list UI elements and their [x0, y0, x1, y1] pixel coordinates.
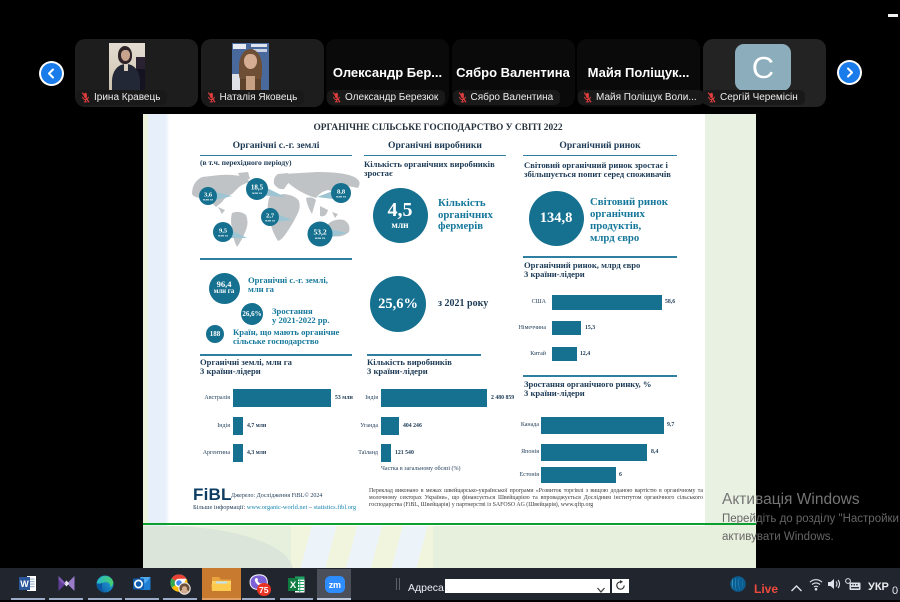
svg-text:млн га: млн га [218, 234, 228, 238]
svg-text:млн га: млн га [265, 219, 275, 223]
svg-text:W: W [20, 579, 29, 589]
svg-text:X: X [290, 580, 297, 591]
svg-text:млн га: млн га [315, 236, 326, 240]
svg-text:млн га: млн га [336, 195, 346, 199]
svg-text:9,5: 9,5 [219, 228, 228, 235]
svg-text:2,7: 2,7 [266, 213, 275, 220]
svg-text:3,6: 3,6 [204, 192, 213, 199]
svg-text:млн га: млн га [203, 198, 213, 202]
svg-text:53,2: 53,2 [313, 228, 326, 237]
svg-text:18,5: 18,5 [251, 184, 264, 192]
svg-text:8,8: 8,8 [337, 189, 346, 196]
svg-text:млн га: млн га [252, 191, 262, 195]
